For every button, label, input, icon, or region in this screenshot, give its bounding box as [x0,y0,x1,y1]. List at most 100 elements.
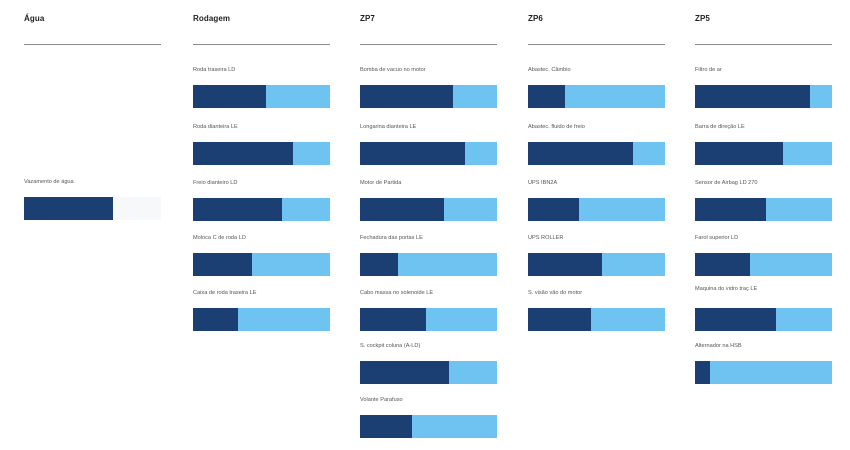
progress-bar-fill [695,361,711,384]
progress-bar-fill [695,85,811,108]
item-label: Longarina dianteira LE [360,124,417,130]
progress-item[interactable]: Moloca C de roda LD [193,235,331,280]
progress-bar-fill [193,253,252,276]
progress-bar-fill [360,253,399,276]
item-label: Motor de Partida [360,180,402,186]
progress-bar [193,85,330,108]
column-title: ZP6 [528,14,543,23]
progress-bar [360,198,497,221]
progress-item[interactable]: Abastec. Câmbio [528,67,666,112]
progress-bar [695,253,832,276]
item-label: Sensor de Airbag LD 270 [695,180,758,186]
progress-bar-fill [360,85,454,108]
progress-item[interactable]: Farol superior LD [695,235,833,280]
progress-bar [528,85,665,108]
progress-item[interactable]: Caixa de roda traseira LE [193,290,331,335]
progress-bar-fill [193,308,239,331]
progress-item[interactable]: Abastec. fluido de freio [528,124,666,169]
progress-item[interactable]: Roda dianteira LE [193,124,331,169]
progress-bar [360,85,497,108]
item-label: UPS IBN2A [528,180,558,186]
item-label: Bomba de vacuo no motor [360,67,426,73]
item-label: Abastec. Câmbio [528,67,571,73]
column-divider [24,44,161,45]
progress-item[interactable]: Bomba de vacuo no motor [360,67,498,112]
progress-item[interactable]: Cabo massa no solenoide LE [360,290,498,335]
progress-item[interactable]: Motor de Partida [360,180,498,225]
progress-item[interactable]: Fechadura das portas LE [360,235,498,280]
progress-bar-fill [695,253,750,276]
progress-bar-fill [528,308,592,331]
item-label: Roda dianteira LE [193,124,238,130]
progress-bar-fill [695,198,767,221]
column-title: Rodagem [193,14,231,23]
progress-item[interactable]: Sensor de Airbag LD 270 [695,180,833,225]
progress-bar-fill [360,142,466,165]
progress-bar [695,361,832,384]
progress-bar [360,142,497,165]
progress-bar [193,198,330,221]
progress-bar-fill [528,85,565,108]
item-label: Vazamento de água [24,179,74,185]
column-divider [528,44,665,45]
progress-bar-fill [360,361,450,384]
item-label: UPS ROLLER [528,235,564,241]
item-label: Freio dianteiro LD [193,180,238,186]
item-label: S. cockpit coluna (A-LD) [360,343,421,349]
item-label: Alternador na HSB [695,343,742,349]
progress-bar-fill [193,85,266,108]
progress-bar-fill [695,308,776,331]
progress-item[interactable]: Freio dianteiro LD [193,180,331,225]
progress-bar [528,308,665,331]
progress-item[interactable]: S. visão vão do motor [528,290,666,335]
progress-bar-fill [193,198,283,221]
progress-bar-fill [528,142,634,165]
progress-item[interactable]: Longarina dianteira LE [360,124,498,169]
progress-item[interactable]: Roda traseira LD [193,67,331,112]
progress-bar [193,253,330,276]
progress-bar [360,361,497,384]
progress-item[interactable]: Volante Parafuso [360,397,498,442]
item-label: Cabo massa no solenoide LE [360,290,434,296]
item-label: Caixa de roda traseira LE [193,290,257,296]
progress-bar [360,308,497,331]
progress-item[interactable]: Alternador na HSB [695,343,833,388]
progress-bar-fill [24,197,114,220]
progress-item[interactable]: Maquina do vidro traç LE [695,286,833,331]
progress-bar-fill [528,198,579,221]
progress-item[interactable]: Filtro de ar [695,67,833,112]
progress-bar [360,253,497,276]
progress-bar [360,415,497,438]
progress-bar-fill [528,253,602,276]
item-label: Abastec. fluido de freio [528,124,585,130]
column-divider [360,44,497,45]
item-label: Volante Parafuso [360,397,403,403]
progress-item[interactable]: UPS IBN2A [528,180,666,225]
progress-bar-fill [360,198,444,221]
column-title: ZP5 [695,14,710,23]
progress-bar [528,198,665,221]
progress-item[interactable]: S. cockpit coluna (A-LD) [360,343,498,388]
column-divider [193,44,330,45]
item-label: Moloca C de roda LD [193,235,246,241]
progress-bar [528,142,665,165]
progress-bar [528,253,665,276]
item-label: Fechadura das portas LE [360,235,423,241]
item-label: Farol superior LD [695,235,739,241]
progress-bar [193,308,330,331]
item-label: Maquina do vidro traç LE [695,286,758,292]
progress-item[interactable]: Vazamento de água [24,179,162,224]
progress-bar [695,308,832,331]
column-title: ZP7 [360,14,375,23]
item-label: S. visão vão do motor [528,290,583,296]
progress-bar [695,198,832,221]
item-label: Filtro de ar [695,67,722,73]
progress-bar-fill [360,415,413,438]
progress-bar [695,142,832,165]
progress-item[interactable]: UPS ROLLER [528,235,666,280]
progress-bar-fill [360,308,426,331]
progress-bar [193,142,330,165]
column-divider [695,44,832,45]
progress-bar [24,197,161,220]
progress-item[interactable]: Barra de direção LE [695,124,833,169]
